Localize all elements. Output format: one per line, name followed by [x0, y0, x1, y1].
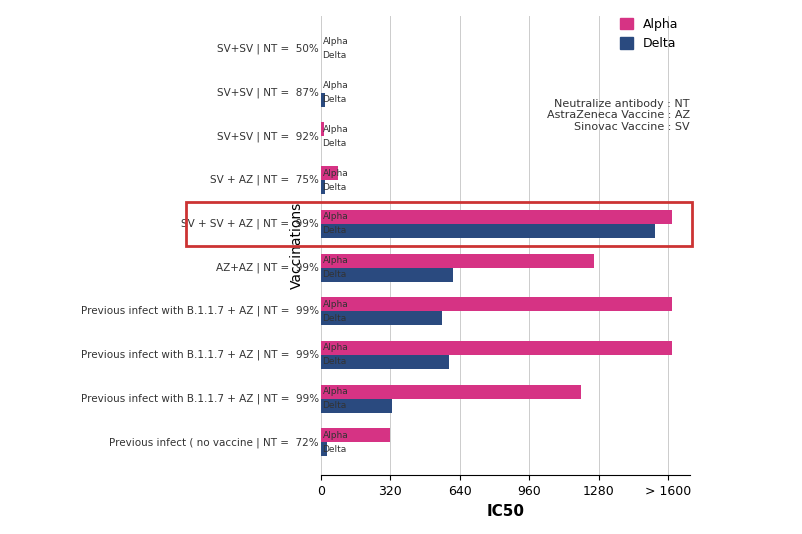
Text: Alpha: Alpha — [322, 213, 348, 221]
Text: Delta: Delta — [322, 401, 346, 410]
Text: Alpha: Alpha — [322, 169, 348, 177]
Text: Alpha: Alpha — [322, 300, 348, 309]
Text: Previous infect ( no vaccine | NT =  72%: Previous infect ( no vaccine | NT = 72% — [109, 437, 319, 447]
Bar — [321, 224, 655, 238]
Bar — [321, 428, 391, 443]
Text: Alpha: Alpha — [322, 431, 348, 440]
Bar — [321, 399, 392, 413]
Text: SV+SV | NT =  87%: SV+SV | NT = 87% — [217, 88, 319, 98]
Bar — [321, 311, 443, 325]
Text: Alpha: Alpha — [322, 125, 348, 134]
Text: Delta: Delta — [322, 51, 346, 60]
Legend: Alpha, Delta: Alpha, Delta — [615, 13, 683, 56]
Text: Delta: Delta — [322, 139, 346, 148]
Bar — [321, 254, 594, 268]
Text: Previous infect with B.1.1.7 + AZ | NT =  99%: Previous infect with B.1.1.7 + AZ | NT =… — [81, 306, 319, 317]
Bar — [321, 166, 338, 180]
Bar — [321, 180, 325, 194]
Text: Alpha: Alpha — [322, 256, 348, 265]
Bar — [321, 210, 672, 224]
Y-axis label: Vaccinations: Vaccinations — [290, 202, 304, 289]
Text: Alpha: Alpha — [322, 343, 348, 352]
Text: Alpha: Alpha — [322, 81, 348, 90]
Text: Delta: Delta — [322, 445, 346, 454]
Bar — [321, 297, 672, 311]
Bar — [321, 384, 581, 399]
Text: Delta: Delta — [322, 270, 346, 279]
Text: Neutralize antibody : NT
AstraZeneca Vaccine : AZ
Sinovac Vaccine : SV: Neutralize antibody : NT AstraZeneca Vac… — [547, 99, 690, 132]
Text: SV + SV + AZ | NT =  99%: SV + SV + AZ | NT = 99% — [181, 218, 319, 229]
Bar — [321, 122, 324, 136]
Bar — [321, 92, 325, 107]
Bar — [321, 355, 449, 369]
Text: Alpha: Alpha — [322, 387, 348, 396]
Text: Delta: Delta — [322, 357, 346, 366]
X-axis label: IC50: IC50 — [486, 504, 525, 519]
Bar — [321, 341, 672, 355]
Text: SV+SV | NT =  50%: SV+SV | NT = 50% — [217, 44, 319, 54]
Text: Alpha: Alpha — [322, 37, 348, 46]
Text: SV+SV | NT =  92%: SV+SV | NT = 92% — [217, 131, 319, 142]
Bar — [321, 268, 453, 281]
Text: Delta: Delta — [322, 95, 346, 104]
Text: SV + AZ | NT =  75%: SV + AZ | NT = 75% — [210, 175, 319, 185]
Text: Previous infect with B.1.1.7 + AZ | NT =  99%: Previous infect with B.1.1.7 + AZ | NT =… — [81, 394, 319, 404]
Text: Delta: Delta — [322, 183, 346, 192]
Bar — [321, 443, 327, 457]
Text: Previous infect with B.1.1.7 + AZ | NT =  99%: Previous infect with B.1.1.7 + AZ | NT =… — [81, 350, 319, 360]
Text: Delta: Delta — [322, 226, 346, 235]
Text: AZ+AZ | NT =  99%: AZ+AZ | NT = 99% — [217, 262, 319, 273]
Text: Delta: Delta — [322, 314, 346, 323]
